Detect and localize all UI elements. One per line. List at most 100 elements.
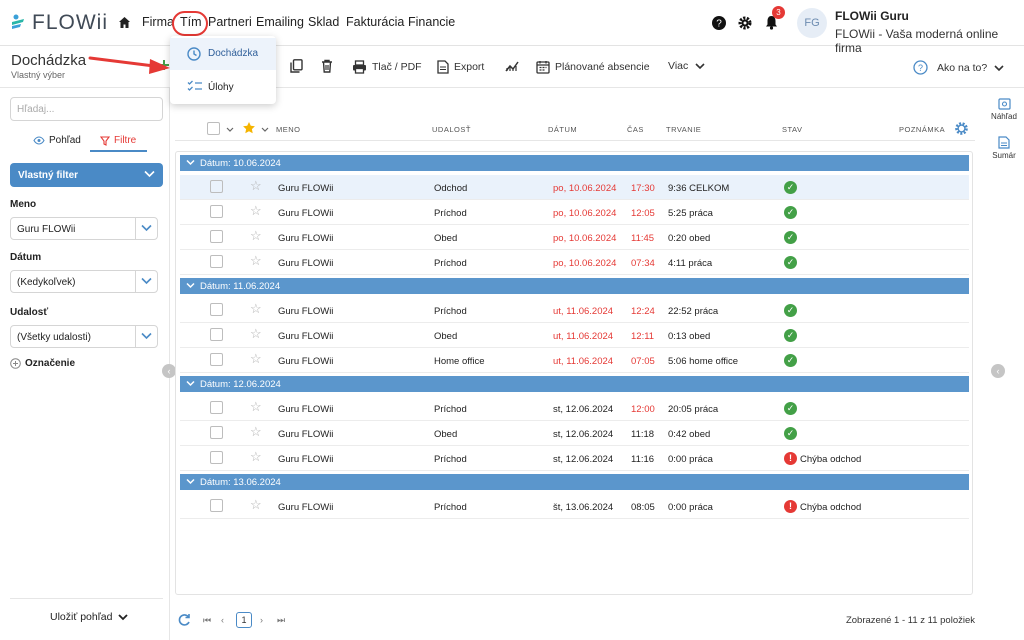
- menu-item-tasks[interactable]: Úlohy: [170, 72, 276, 104]
- row-checkbox[interactable]: [210, 426, 223, 439]
- marking-toggle[interactable]: Označenie: [10, 358, 75, 369]
- row-checkbox[interactable]: [210, 328, 223, 341]
- table-row[interactable]: ☆ Guru FLOWii Obed po, 10.06.2024 11:45 0:20 …: [180, 225, 969, 250]
- star-icon[interactable]: ☆: [250, 203, 262, 218]
- search-input[interactable]: Hľadaj...: [10, 97, 163, 121]
- group-header[interactable]: Dátum: 12.06.2024: [180, 376, 969, 392]
- preview-panel-button[interactable]: Náhľad: [985, 98, 1023, 121]
- column-status[interactable]: STAV: [782, 125, 803, 134]
- star-icon[interactable]: ☆: [250, 497, 262, 512]
- nav-emailing[interactable]: Emailing: [256, 15, 304, 29]
- dropdown-toggle[interactable]: [135, 271, 157, 292]
- filter-date-select[interactable]: (Kedykoľvek): [10, 270, 158, 293]
- star-icon[interactable]: ☆: [250, 228, 262, 243]
- page-number-current[interactable]: 1: [236, 612, 252, 628]
- star-icon[interactable]: ☆: [250, 178, 262, 193]
- table-row[interactable]: ☆ Guru FLOWii Obed st, 12.06.2024 11:18 0:42 …: [180, 421, 969, 446]
- column-event[interactable]: UDALOSŤ: [432, 125, 471, 134]
- logo-text: FLOWii: [32, 11, 108, 34]
- star-icon[interactable]: ☆: [250, 326, 262, 341]
- chevron-down-icon[interactable]: [226, 127, 234, 133]
- star-icon[interactable]: ☆: [250, 253, 262, 268]
- last-page-icon[interactable]: ⏭: [277, 615, 286, 625]
- flowii-logo[interactable]: FLOWii: [10, 11, 108, 35]
- custom-filter-dropdown[interactable]: Vlastný filter: [10, 163, 163, 187]
- home-icon[interactable]: [118, 16, 131, 29]
- help-icon[interactable]: ?: [712, 16, 726, 30]
- table-row[interactable]: ☆ Guru FLOWii Príchod st, 12.06.2024 11:16 0:…: [180, 446, 969, 471]
- row-checkbox[interactable]: [210, 499, 223, 512]
- star-icon[interactable]: ☆: [250, 301, 262, 316]
- filter-name-select[interactable]: Guru FLOWii: [10, 217, 158, 240]
- table-row[interactable]: ☆ Guru FLOWii Príchod st, 12.06.2024 12:00 20…: [180, 396, 969, 421]
- more-menu-button[interactable]: Viac: [668, 60, 707, 72]
- column-duration[interactable]: TRVANIE: [666, 125, 702, 134]
- table-row[interactable]: ☆ Guru FLOWii Obed ut, 11.06.2024 12:11 0:13 …: [180, 323, 969, 348]
- row-checkbox[interactable]: [210, 401, 223, 414]
- row-checkbox[interactable]: [210, 230, 223, 243]
- table-row[interactable]: ☆ Guru FLOWii Príchod ut, 11.06.2024 12:24 22…: [180, 298, 969, 323]
- star-filled-icon[interactable]: [242, 121, 256, 135]
- star-icon[interactable]: ☆: [250, 424, 262, 439]
- group-header[interactable]: Dátum: 11.06.2024: [180, 278, 969, 294]
- star-icon[interactable]: ☆: [250, 399, 262, 414]
- prev-page-icon[interactable]: ‹: [221, 615, 224, 625]
- star-icon[interactable]: ☆: [250, 351, 262, 366]
- menu-item-attendance[interactable]: Dochádzka: [170, 38, 276, 70]
- column-time[interactable]: ČAS: [627, 125, 644, 134]
- group-header[interactable]: Dátum: 13.06.2024: [180, 474, 969, 490]
- nav-partneri[interactable]: Partneri: [208, 15, 252, 29]
- planned-absences-button[interactable]: Plánované absencie: [536, 60, 650, 74]
- refresh-icon[interactable]: [177, 613, 191, 627]
- column-settings-icon[interactable]: [954, 121, 969, 136]
- row-checkbox[interactable]: [210, 451, 223, 464]
- collapse-sidebar-icon[interactable]: ‹: [162, 364, 176, 378]
- column-name[interactable]: MENO: [276, 125, 301, 134]
- first-page-icon[interactable]: ⏮: [203, 615, 212, 625]
- column-note[interactable]: POZNÁMKA: [899, 125, 946, 134]
- cell-duration: 0:00 práca: [668, 454, 713, 465]
- select-all-checkbox[interactable]: [207, 122, 220, 135]
- row-checkbox[interactable]: [210, 180, 223, 193]
- nav-fakturacia[interactable]: Fakturácia: [346, 15, 405, 29]
- help-how-to-button[interactable]: ? Ako na to?: [913, 60, 1006, 75]
- cell-time: 12:24: [631, 306, 655, 317]
- nav-financie[interactable]: Financie: [408, 15, 456, 29]
- table-row[interactable]: ☆ Guru FLOWii Príchod po, 10.06.2024 12:05 5:…: [180, 200, 969, 225]
- dropdown-toggle[interactable]: [135, 326, 157, 347]
- copy-icon[interactable]: [290, 59, 303, 73]
- printer-icon: [353, 60, 366, 74]
- export-button[interactable]: Export: [437, 60, 484, 74]
- star-icon[interactable]: ☆: [250, 449, 262, 464]
- row-checkbox[interactable]: [210, 205, 223, 218]
- error-circle-icon: !: [784, 452, 797, 465]
- delete-icon[interactable]: [321, 59, 333, 73]
- table-row[interactable]: ☆ Guru FLOWii Home office ut, 11.06.2024 07:…: [180, 348, 969, 373]
- user-name[interactable]: FLOWii Guru: [835, 9, 909, 23]
- chart-icon[interactable]: [505, 59, 520, 72]
- column-date[interactable]: DÁTUM: [548, 125, 578, 134]
- bell-icon[interactable]: [765, 15, 778, 30]
- filter-event-select[interactable]: (Všetky udalosti): [10, 325, 158, 348]
- dropdown-toggle[interactable]: [135, 218, 157, 239]
- row-checkbox[interactable]: [210, 353, 223, 366]
- add-icon[interactable]: [158, 59, 170, 71]
- expand-right-panel-icon[interactable]: ‹: [991, 364, 1005, 378]
- chevron-down-icon[interactable]: [261, 127, 269, 133]
- summary-panel-button[interactable]: Sumár: [985, 136, 1023, 160]
- tab-filters[interactable]: Filtre: [100, 135, 136, 146]
- next-page-icon[interactable]: ›: [260, 615, 263, 625]
- nav-sklad[interactable]: Sklad: [308, 15, 340, 29]
- table-row[interactable]: ☆ Guru FLOWii Odchod po, 10.06.2024 17:30 9:3…: [180, 175, 969, 200]
- row-checkbox[interactable]: [210, 255, 223, 268]
- row-checkbox[interactable]: [210, 303, 223, 316]
- print-pdf-button[interactable]: Tlač / PDF: [352, 60, 422, 74]
- group-header[interactable]: Dátum: 10.06.2024: [180, 155, 969, 171]
- save-view-button[interactable]: Uložiť pohľad: [50, 611, 129, 623]
- nav-firma[interactable]: Firma: [142, 15, 174, 29]
- table-row[interactable]: ☆ Guru FLOWii Príchod po, 10.06.2024 07:34 4:…: [180, 250, 969, 275]
- gear-icon[interactable]: [738, 16, 752, 30]
- avatar[interactable]: FG: [797, 8, 827, 38]
- tab-view[interactable]: Pohľad: [33, 135, 81, 146]
- table-row[interactable]: ☆ Guru FLOWii Príchod št, 13.06.2024 08:05 0:…: [180, 494, 969, 519]
